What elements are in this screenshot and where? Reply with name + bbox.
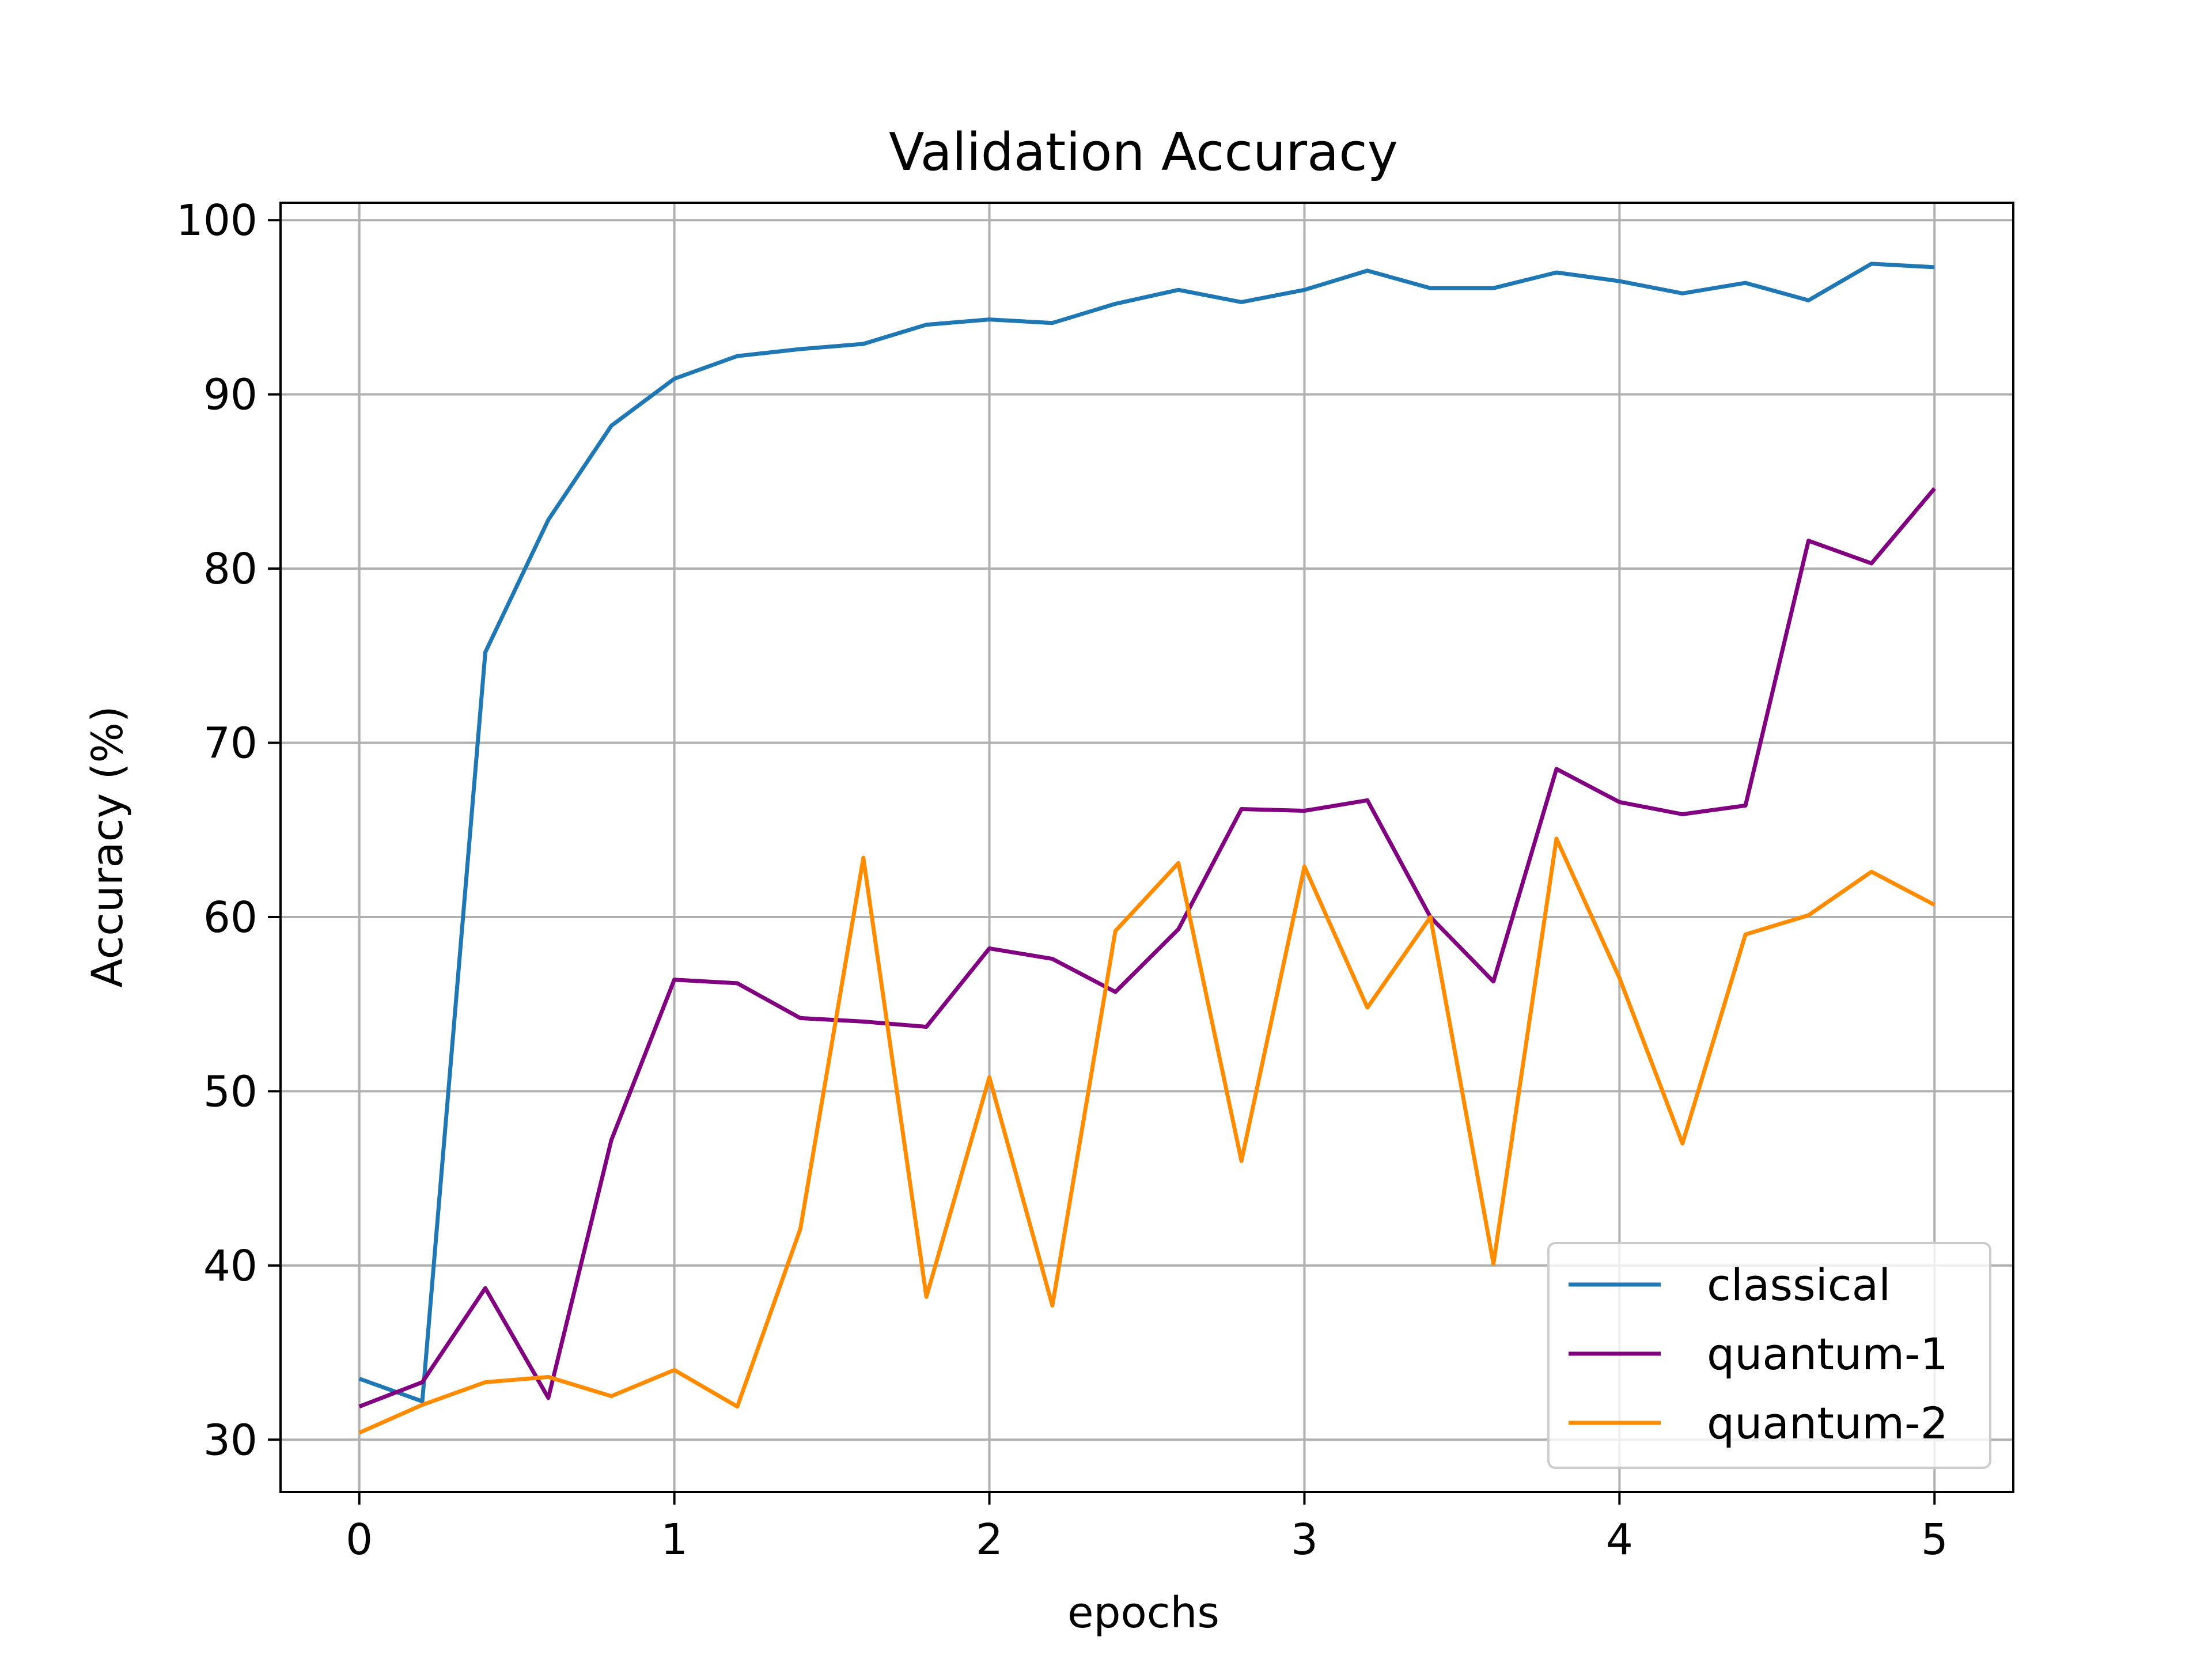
y-tick-label: 40: [203, 1241, 257, 1291]
x-axis-label: epochs: [1067, 1588, 1219, 1638]
y-tick-label: 50: [203, 1067, 257, 1116]
x-tick-label: 4: [1606, 1515, 1633, 1565]
series-line-classical: [358, 262, 1935, 1404]
x-tick-label: 0: [346, 1515, 373, 1565]
chart-title: Validation Accuracy: [889, 122, 1398, 183]
y-tick-label: 100: [176, 196, 257, 245]
series-lines: [358, 262, 1936, 1435]
x-tick-label: 1: [661, 1515, 688, 1565]
x-tick-label: 3: [1291, 1515, 1318, 1565]
grid-lines: [281, 203, 2013, 1492]
y-tick-label: 30: [203, 1415, 257, 1465]
y-tick-label: 90: [203, 370, 257, 420]
x-tick-label: 5: [1921, 1515, 1948, 1565]
legend: classical quantum-1 quantum-2: [1547, 1242, 1991, 1469]
legend-entries: classical quantum-1 quantum-2: [1569, 1259, 1948, 1449]
legend-box: [1547, 1242, 1991, 1469]
series-line-quantum-1: [358, 487, 1936, 1409]
legend-label-classical: classical: [1707, 1259, 1891, 1310]
series-line-quantum-2: [358, 836, 1936, 1435]
y-tick-label: 70: [203, 719, 257, 768]
axis-ticks: 0 1 2 3 4 5 30 40 50 60 70 80 90 100: [176, 196, 1948, 1565]
x-tick-label: 2: [976, 1515, 1003, 1565]
y-axis-label: Accuracy (%): [83, 706, 132, 987]
legend-label-quantum-1: quantum-1: [1707, 1328, 1948, 1380]
y-tick-label: 80: [203, 544, 257, 594]
plot-area-frame: [279, 202, 2014, 1493]
y-tick-label: 60: [203, 893, 257, 942]
legend-label-quantum-2: quantum-2: [1707, 1397, 1948, 1449]
